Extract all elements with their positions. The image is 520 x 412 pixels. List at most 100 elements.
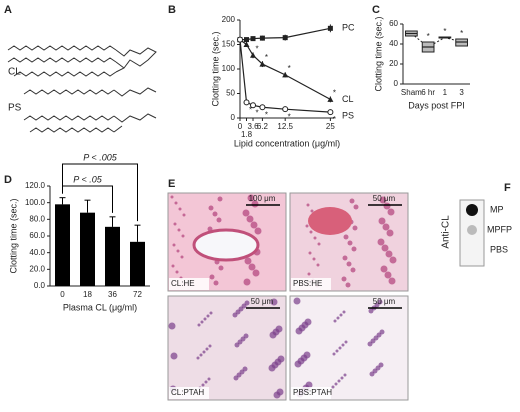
cell (379, 329, 385, 335)
cell (180, 255, 184, 259)
chain (7, 45, 117, 51)
cell (212, 211, 218, 217)
cell (336, 316, 340, 320)
histology-label: PBS:HE (293, 279, 322, 288)
y-tick-label: 50 (226, 89, 235, 98)
cell (341, 343, 345, 347)
cell (304, 318, 312, 326)
cell (270, 298, 278, 306)
series-label: PS (342, 110, 354, 120)
significance: * (249, 105, 252, 114)
cell (248, 263, 256, 271)
cell (242, 366, 248, 372)
chain (23, 89, 115, 95)
significance: * (333, 115, 336, 124)
significance: * (443, 27, 446, 36)
marker (282, 71, 289, 78)
x-tick-label: 25 (326, 122, 335, 131)
cell (316, 263, 320, 267)
x-tick-label: 18 (83, 290, 92, 299)
cell (216, 217, 222, 223)
structure-label: CL (8, 67, 21, 78)
label-box (169, 278, 209, 290)
cell (196, 356, 200, 360)
cell (378, 362, 384, 368)
cell (350, 267, 356, 273)
cell (217, 196, 223, 202)
y-tick-label: 0.0 (34, 281, 46, 290)
y-tick-label: 0 (231, 113, 236, 122)
marker (244, 37, 250, 43)
cell (389, 256, 397, 264)
y-tick-label: 150 (222, 40, 236, 49)
cell (331, 385, 335, 389)
cell (305, 224, 309, 228)
cell (254, 227, 262, 235)
cell (242, 209, 250, 217)
comparison-label: P < .005 (83, 152, 117, 162)
cell (170, 352, 178, 360)
series-label: PC (342, 23, 355, 33)
chain (13, 71, 117, 77)
cell (182, 213, 186, 217)
x-tick-label: 6 hr (421, 88, 435, 97)
x-tick-label: 3 (459, 88, 464, 97)
cell (178, 207, 182, 211)
cell (305, 381, 313, 389)
cell (244, 300, 250, 306)
cell (334, 382, 338, 386)
cell (200, 320, 204, 324)
cell (386, 229, 394, 237)
structures: CL PS (7, 45, 157, 133)
marker (282, 106, 289, 113)
y-tick-label: 20 (389, 59, 398, 68)
cell (293, 297, 301, 305)
significance: * (460, 29, 463, 38)
bar (55, 204, 70, 286)
cell (337, 379, 341, 383)
x-tick-label: 3.6 (247, 122, 259, 131)
cell (342, 310, 346, 314)
x-tick-label: 36 (108, 290, 117, 299)
label-box (169, 387, 209, 399)
significance: * (288, 64, 291, 73)
panel-label: D (4, 174, 12, 186)
cell (171, 264, 175, 268)
cell (174, 201, 178, 205)
cell (202, 350, 206, 354)
panel-label: A (4, 4, 12, 16)
cell (204, 380, 208, 384)
cell (382, 223, 390, 231)
marker (259, 104, 266, 111)
blot-label: MPFP (487, 224, 512, 234)
comparison-bracket (62, 185, 113, 213)
blot-title: Anti-CL (441, 215, 452, 249)
y-tick-label: 60.0 (29, 231, 45, 240)
cell (177, 228, 181, 232)
significance: * (255, 108, 258, 117)
marker (259, 35, 265, 41)
significance: * (288, 112, 291, 121)
cell (380, 265, 388, 273)
y-tick-label: 80.0 (29, 214, 45, 223)
y-tick-label: 120.0 (25, 181, 46, 190)
cell (333, 319, 337, 323)
significance: * (255, 44, 258, 53)
cell (352, 225, 358, 231)
cell (351, 246, 357, 252)
panel-label: C (372, 4, 380, 16)
cell (218, 265, 224, 271)
series-line (239, 39, 331, 113)
x-tick-label: Sham (401, 88, 422, 97)
x-tick-label: 6.2 (257, 122, 269, 131)
marker (327, 109, 334, 116)
chain (23, 115, 115, 121)
comparison-bracket (62, 163, 138, 222)
cell (346, 261, 352, 267)
label-box (291, 387, 331, 399)
cell (172, 243, 176, 247)
cell (347, 240, 353, 246)
cell (208, 344, 212, 348)
cell (207, 377, 211, 381)
scale-bar-label: 50 μm (373, 297, 396, 306)
